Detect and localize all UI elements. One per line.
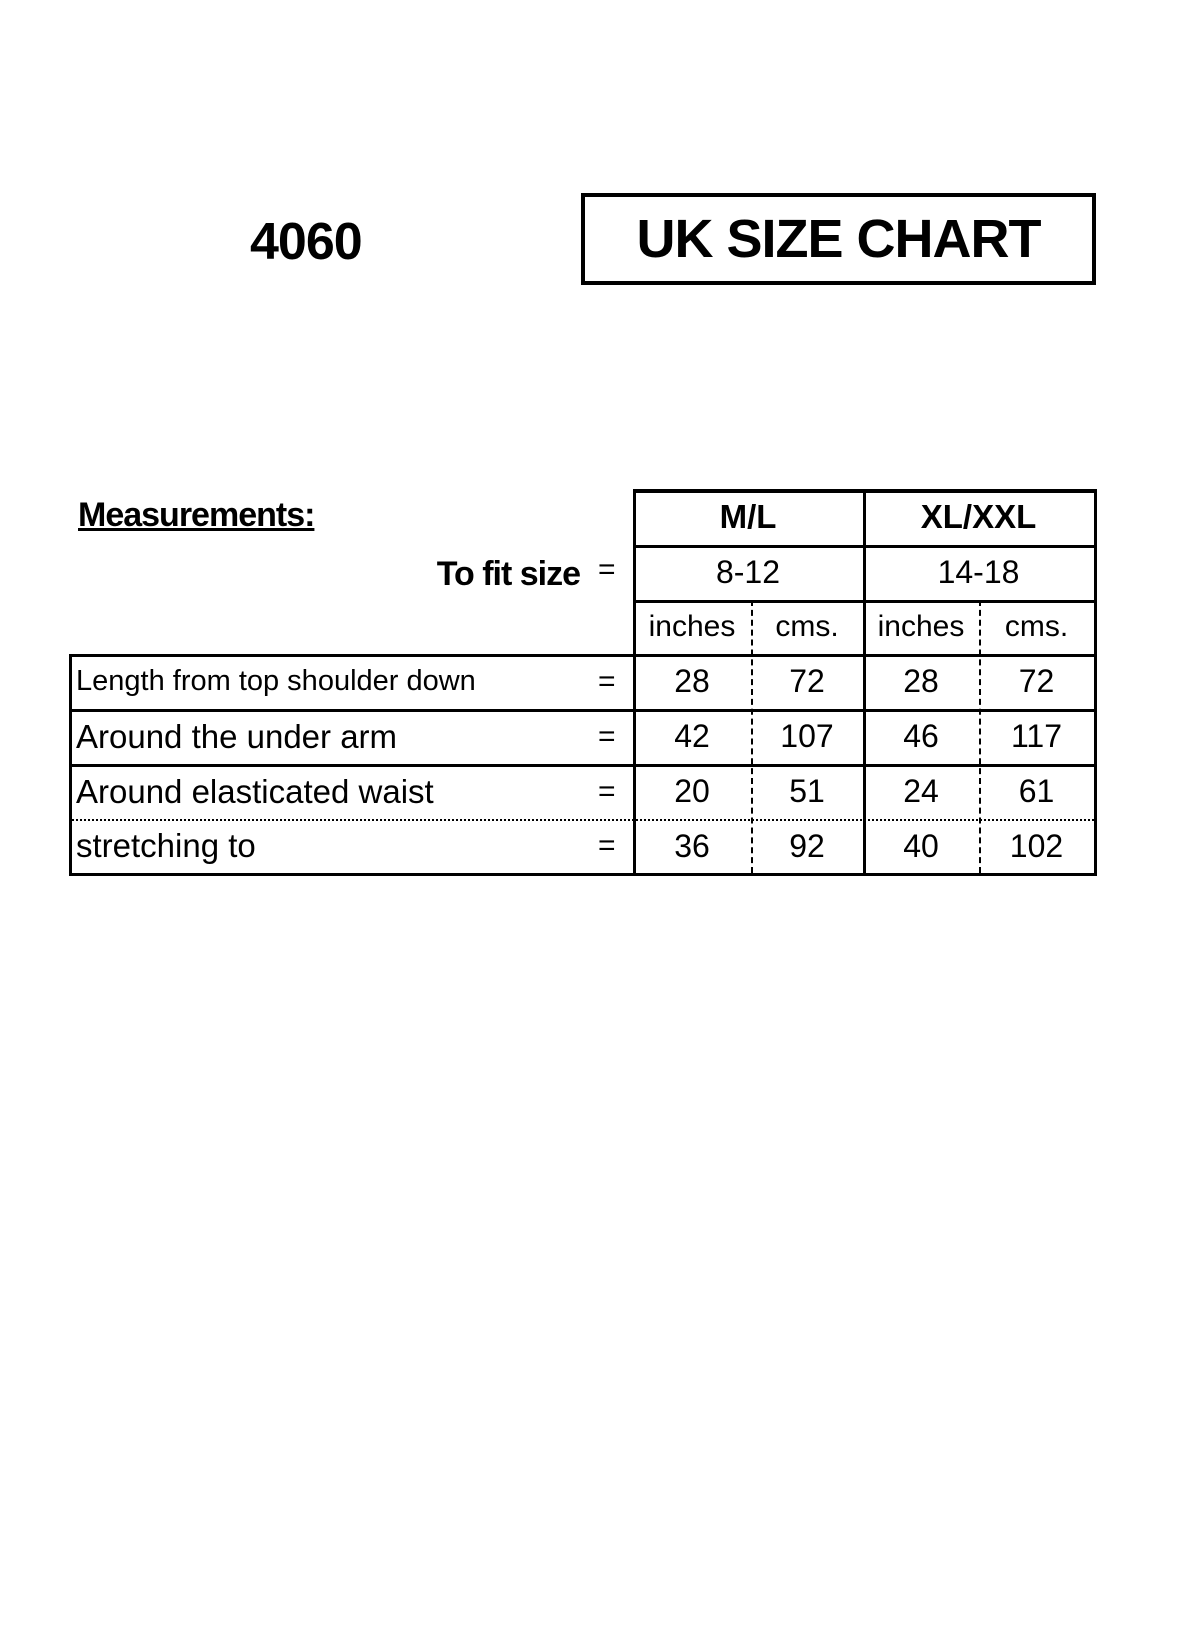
- table-cell: 20: [674, 773, 710, 809]
- row-equals: =: [598, 829, 616, 862]
- table-cell: 51: [789, 773, 825, 809]
- product-code: 4060: [250, 213, 363, 271]
- row-label: Around the under arm: [76, 717, 398, 755]
- unit-header: inches: [648, 610, 736, 643]
- unit-header: cms.: [775, 610, 839, 643]
- table-cell: 46: [903, 718, 939, 754]
- fit-size-label: To fit size: [436, 555, 581, 593]
- row-label: stretching to: [76, 827, 256, 864]
- fit-size: 8-12: [715, 554, 781, 590]
- unit-header: cms.: [1004, 610, 1069, 643]
- table-cell: 40: [903, 827, 939, 864]
- dashed-divider: [751, 600, 753, 873]
- table-cell: 61: [1018, 773, 1055, 809]
- dotted-divider: [72, 819, 1094, 821]
- row-label: Length from top shoulder down: [76, 665, 476, 697]
- table-border: [69, 709, 1094, 712]
- table-border: [633, 489, 636, 875]
- table-cell: 107: [780, 718, 834, 754]
- table-border: [69, 764, 1094, 767]
- table-border: [863, 489, 866, 875]
- table-cell: 72: [789, 663, 825, 699]
- measurements-heading: Measurements:: [78, 496, 315, 534]
- row-equals: =: [598, 719, 616, 753]
- row-label: Around elasticated waist: [76, 772, 434, 810]
- row-equals: =: [598, 664, 616, 698]
- page-title: UK SIZE CHART: [581, 193, 1096, 285]
- table-border: [69, 873, 1097, 876]
- size-name: XL/XXL: [920, 498, 1037, 535]
- size-name: M/L: [719, 498, 777, 535]
- table-cell: 102: [1009, 827, 1064, 864]
- table-border: [69, 654, 72, 873]
- table-cell: 24: [903, 773, 939, 809]
- table-cell: 117: [1010, 718, 1062, 754]
- table-cell: 28: [674, 663, 710, 699]
- row-equals: =: [598, 774, 616, 808]
- unit-header: inches: [877, 610, 965, 643]
- table-cell: 28: [903, 663, 939, 699]
- table-cell: 92: [789, 827, 825, 864]
- fit-equals: =: [598, 553, 616, 586]
- table-border: [1094, 489, 1097, 875]
- dashed-divider: [979, 600, 981, 873]
- fit-size: 14-18: [937, 554, 1020, 590]
- table-border: [69, 654, 1094, 657]
- table-cell: 72: [1018, 663, 1055, 699]
- table-cell: 42: [674, 718, 710, 754]
- table-cell: 36: [674, 827, 710, 864]
